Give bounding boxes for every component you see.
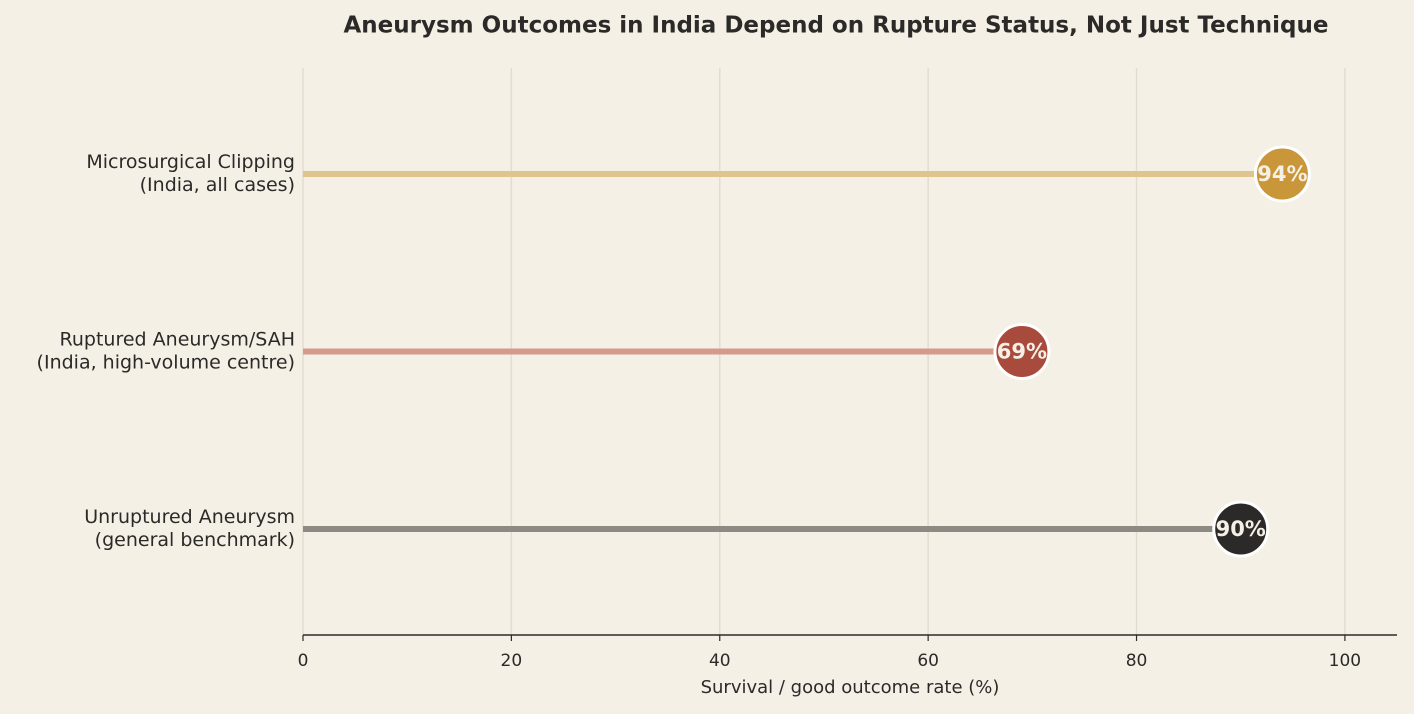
value-label: 90% bbox=[1216, 517, 1266, 541]
chart-title: Aneurysm Outcomes in India Depend on Rup… bbox=[344, 13, 1329, 39]
y-tick-label: (India, high-volume centre) bbox=[37, 352, 295, 374]
dot bbox=[1212, 500, 1270, 558]
y-tick-label: Unruptured Aneurysm bbox=[84, 506, 295, 528]
y-tick-label: (India, all cases) bbox=[140, 174, 295, 196]
x-tick-label: 20 bbox=[501, 651, 523, 671]
dot bbox=[993, 323, 1051, 380]
dot bbox=[1253, 145, 1311, 203]
x-tick-label: 40 bbox=[709, 651, 731, 671]
y-tick-label: (general benchmark) bbox=[95, 529, 295, 551]
y-tick-label: Ruptured Aneurysm/SAH bbox=[60, 329, 295, 351]
value-label: 69% bbox=[997, 340, 1047, 364]
x-tick-label: 100 bbox=[1329, 651, 1361, 671]
x-tick-label: 80 bbox=[1126, 651, 1148, 671]
x-axis-label: Survival / good outcome rate (%) bbox=[701, 677, 1000, 698]
x-tick-label: 0 bbox=[298, 651, 309, 671]
x-tick-label: 60 bbox=[917, 651, 939, 671]
value-label: 94% bbox=[1257, 162, 1307, 186]
y-tick-label: Microsurgical Clipping bbox=[86, 151, 295, 173]
